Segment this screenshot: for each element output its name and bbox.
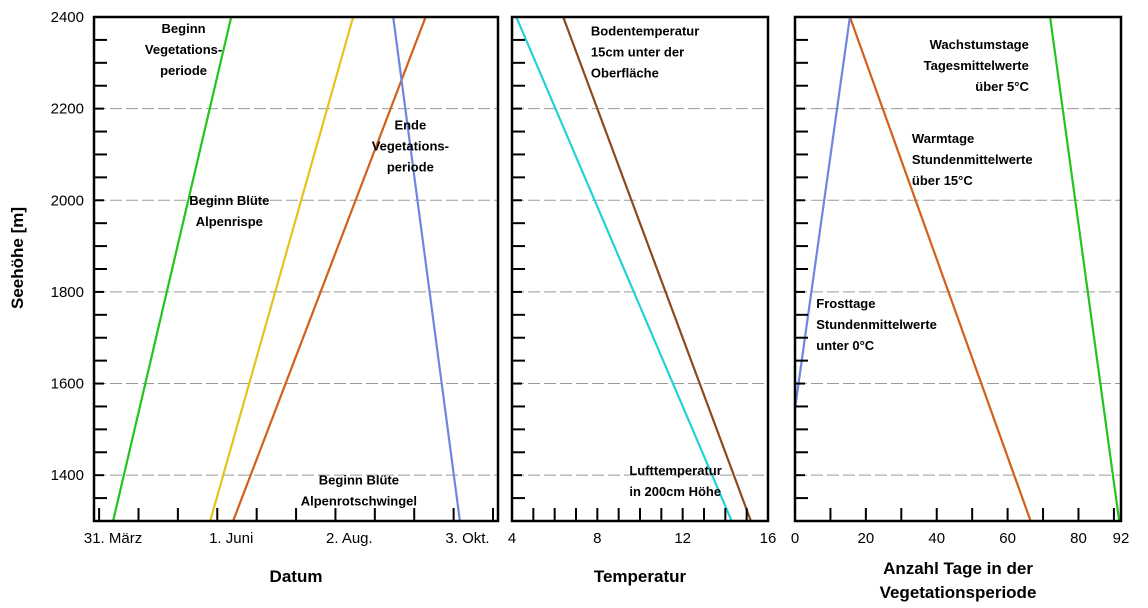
x-tick-label: 80 [1070, 530, 1087, 547]
x-axis-title: Temperatur [594, 567, 687, 586]
series-annotation: Beginn Blüte Alpenrispe [189, 193, 269, 229]
x-tick-label: 60 [999, 530, 1016, 547]
series-annotation: Lufttemperatur in 200cm Höhe [629, 463, 721, 499]
panel-frame [510, 15, 770, 523]
panel-frame [793, 15, 1123, 523]
x-tick-label: 1. Juni [209, 530, 253, 547]
series-line [562, 16, 752, 522]
series-annotation: Warmtage Stundenmittelwerte über 15°C [912, 131, 1033, 188]
series-line [392, 16, 461, 522]
series-annotation: Bodentemperatur 15cm unter der Oberfläche [591, 23, 699, 80]
x-tick-label: 8 [593, 530, 601, 547]
y-tick-label: 2200 [51, 101, 84, 118]
x-tick-label: 0 [791, 530, 799, 547]
y-tick-label: 2400 [51, 9, 84, 26]
gridlines [94, 108, 1121, 476]
series-annotation: Ende Vegetations-periode [372, 117, 449, 174]
x-tick-label: 2. Aug. [326, 530, 373, 547]
y-tick-label: 1800 [51, 284, 84, 301]
x-tick-label: 92 [1113, 530, 1130, 547]
series-lines [112, 16, 1121, 522]
series-annotation: Wachstumstage Tagesmittelwerte über 5°C [924, 37, 1030, 94]
y-tick-label: 1600 [51, 376, 84, 393]
series-line [515, 16, 733, 522]
series-line [1049, 16, 1121, 522]
x-axis-title: Anzahl Tage in der Vegetationsperiode [880, 559, 1037, 602]
x-tick-label: 31. März [84, 530, 142, 547]
series-line [209, 16, 355, 522]
series-annotation: Frosttage Stundenmittelwerte unter 0°C [816, 296, 937, 353]
x-tick-label: 3. Okt. [445, 530, 489, 547]
series-line [793, 16, 851, 409]
panel-frames [92, 15, 1123, 523]
panel-frame [92, 15, 500, 523]
series-line [848, 16, 1032, 522]
x-tick-label: 4 [508, 530, 516, 547]
x-tick-label: 20 [858, 530, 875, 547]
y-axis-label: Seehöhe [m] [8, 207, 27, 309]
series-annotation: Beginn Vegetations-periode [145, 21, 222, 78]
x-tick-label: 12 [674, 530, 691, 547]
x-tick-label: 40 [928, 530, 945, 547]
y-tick-label: 1400 [51, 467, 84, 484]
y-tick-label: 2000 [51, 192, 84, 209]
chart-text: Seehöhe [m] 1400 1600 1800 2000 2200 2400 31. … [8, 9, 1129, 602]
x-tick-label: 16 [760, 530, 777, 547]
axis-ticks [94, 38, 1115, 521]
series-line [112, 16, 233, 522]
x-axis-title: Datum [270, 567, 323, 586]
series-annotation: Beginn Blüte Alpenrotschwingel [301, 472, 417, 508]
series-line [232, 16, 427, 522]
